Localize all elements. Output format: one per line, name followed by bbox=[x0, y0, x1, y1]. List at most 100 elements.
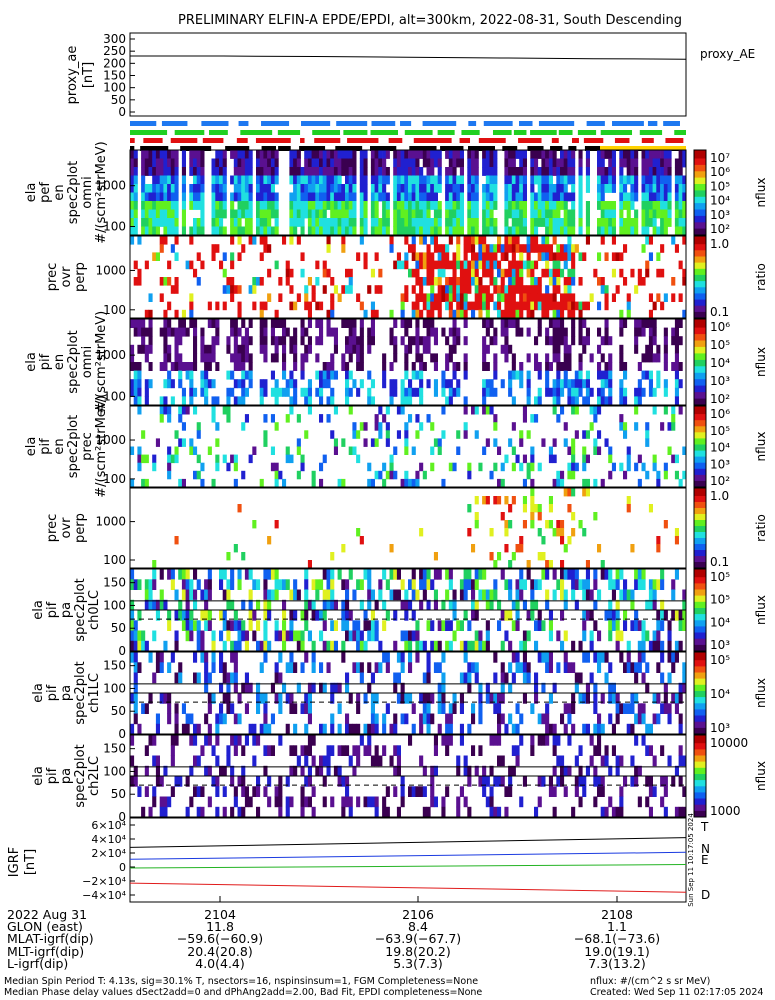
spectrogram-cell bbox=[548, 218, 553, 227]
spectrogram-cell bbox=[270, 226, 275, 236]
colorbar-tick-label: 1000 bbox=[710, 804, 741, 818]
spectrogram-cell bbox=[356, 430, 361, 439]
spectrogram-cell bbox=[426, 569, 431, 580]
spectrogram-cell bbox=[400, 713, 405, 725]
spectrogram-cell bbox=[289, 630, 294, 642]
spectrogram-cell bbox=[637, 319, 642, 328]
spectrogram-cell bbox=[374, 662, 379, 673]
spectrogram-cell bbox=[315, 387, 320, 397]
spectrogram-cell bbox=[545, 192, 550, 202]
spectrogram-cell bbox=[296, 184, 301, 193]
spectrogram-cell bbox=[263, 589, 268, 601]
panel-ylabel: ovr bbox=[59, 517, 74, 539]
spectrogram-cell bbox=[508, 640, 513, 652]
spectrogram-cell bbox=[463, 260, 468, 270]
spectrogram-cell bbox=[174, 454, 179, 464]
spectrogram-cell bbox=[634, 422, 639, 431]
spectrogram-cell bbox=[322, 640, 327, 652]
spectrogram-cell bbox=[300, 462, 305, 472]
spectrogram-cell bbox=[578, 745, 583, 756]
spectrogram-cell bbox=[597, 745, 602, 756]
spectrogram-cell bbox=[204, 379, 209, 389]
spectrogram-cell bbox=[663, 786, 668, 797]
spectrogram-cell bbox=[626, 454, 631, 464]
spectrogram-cell bbox=[656, 252, 661, 261]
spectrogram-cell bbox=[193, 167, 198, 176]
spectrogram-cell bbox=[359, 662, 364, 673]
spectrogram-cell bbox=[678, 167, 683, 176]
spectrogram-cell bbox=[663, 344, 668, 354]
spectrogram-cell bbox=[185, 569, 190, 580]
spectrogram-cell bbox=[485, 693, 490, 704]
spectrogram-cell bbox=[448, 301, 453, 311]
spectrogram-cell bbox=[263, 414, 268, 423]
spectrogram-cell bbox=[678, 150, 683, 159]
spectrogram-cell bbox=[671, 293, 676, 302]
spectrogram-cell bbox=[367, 387, 372, 397]
spectrogram-cell bbox=[652, 640, 657, 652]
spectrogram-cell bbox=[348, 167, 353, 176]
colorbar-segment bbox=[694, 301, 706, 305]
spectrogram-cell bbox=[504, 226, 509, 236]
colorbar-segment bbox=[694, 538, 706, 541]
spectrogram-cell bbox=[433, 226, 438, 236]
colorbar-tick-label: 10⁴ bbox=[710, 356, 730, 370]
spectrogram-cell bbox=[393, 589, 398, 601]
spectrogram-cell bbox=[322, 599, 327, 611]
colorbar-segment bbox=[694, 660, 706, 663]
spectrogram-cell bbox=[193, 218, 198, 227]
spectrogram-cell bbox=[215, 301, 220, 311]
spectrogram-cell bbox=[263, 344, 268, 354]
spectrogram-cell bbox=[623, 319, 628, 328]
spectrogram-cell bbox=[181, 201, 186, 210]
spectrogram-cell bbox=[352, 620, 357, 631]
spectrogram-cell bbox=[270, 175, 275, 185]
spectrogram-cell bbox=[163, 693, 168, 704]
spectrogram-cell bbox=[530, 244, 535, 253]
spectrogram-cell bbox=[237, 693, 242, 704]
spectrogram-cell bbox=[452, 150, 457, 159]
spectrogram-cell bbox=[637, 652, 642, 663]
spectrogram-cell bbox=[230, 620, 235, 631]
spectrogram-cell bbox=[181, 387, 186, 397]
spectrogram-cell bbox=[560, 713, 565, 725]
proxy-ae-tick-label: 300 bbox=[103, 32, 126, 46]
spectrogram-cell bbox=[585, 454, 590, 464]
spectrogram-cell bbox=[174, 336, 179, 346]
spectrogram-cell bbox=[422, 336, 427, 346]
colorbar-segment bbox=[694, 672, 706, 675]
spectrogram-cell bbox=[656, 470, 661, 480]
spectrogram-cell bbox=[482, 236, 487, 245]
spectrogram-cell bbox=[545, 599, 550, 611]
spectrogram-cell bbox=[400, 379, 405, 389]
spectrogram-cell bbox=[674, 765, 679, 777]
colorbar-segment bbox=[694, 402, 706, 406]
spectrogram-cell bbox=[571, 268, 576, 278]
colorbar-segment bbox=[694, 761, 706, 765]
spectrogram-cell bbox=[207, 735, 212, 746]
spectrogram-cell bbox=[211, 344, 216, 354]
spectrogram-cell bbox=[511, 309, 516, 319]
spectrogram-cell bbox=[463, 370, 468, 380]
spectrogram-cell bbox=[485, 301, 490, 311]
spectrogram-cell bbox=[556, 158, 561, 168]
spectrogram-cell bbox=[259, 301, 264, 311]
spectrogram-cell bbox=[641, 201, 646, 210]
spectrogram-cell bbox=[326, 268, 331, 278]
spectrogram-cell bbox=[404, 236, 409, 245]
spectrogram-cell bbox=[237, 640, 242, 652]
spectrogram-cell bbox=[493, 285, 498, 294]
spectrogram-cell bbox=[233, 218, 238, 227]
spectrogram-cell bbox=[348, 446, 353, 455]
spectrogram-cell bbox=[645, 438, 650, 447]
spectrogram-cell bbox=[578, 387, 583, 397]
spectrogram-cell bbox=[330, 201, 335, 210]
spectrogram-cell bbox=[359, 167, 364, 176]
spectrogram-cell bbox=[204, 610, 209, 621]
spectrogram-cell bbox=[348, 755, 353, 767]
spectrogram-cell bbox=[178, 569, 183, 580]
colorbar-segment bbox=[694, 454, 706, 458]
spectrogram-cell bbox=[322, 620, 327, 631]
status-bar-segment bbox=[400, 121, 412, 126]
colorbar-segment bbox=[694, 252, 706, 255]
